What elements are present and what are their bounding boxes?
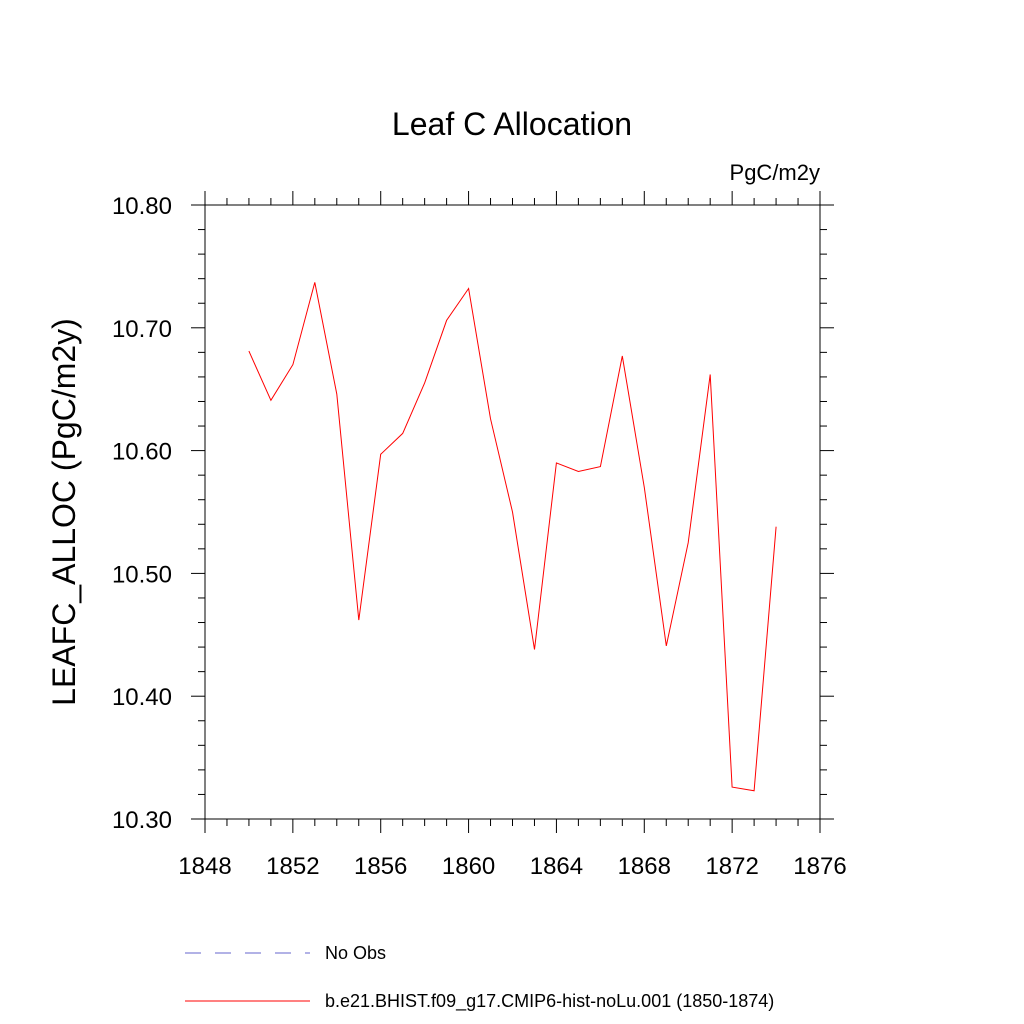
y-tick-label: 10.50 xyxy=(112,561,172,588)
legend: No Obs b.e21.BHIST.f09_g17.CMIP6-hist-noL… xyxy=(185,943,774,1012)
y-tick-label: 10.30 xyxy=(112,807,172,834)
y-tick-label: 10.60 xyxy=(112,439,172,466)
x-tick-label: 1864 xyxy=(530,853,583,880)
y-axis-label: LEAFC_ALLOC (PgC/m2y) xyxy=(46,318,82,706)
legend-label: b.e21.BHIST.f09_g17.CMIP6-hist-noLu.001 … xyxy=(325,991,774,1012)
x-tick-label: 1868 xyxy=(618,853,671,880)
x-tick-label: 1852 xyxy=(266,853,319,880)
y-tick-label: 10.80 xyxy=(112,193,172,220)
x-tick-labels: 1848 1852 1856 1860 1864 1868 1872 1876 xyxy=(178,853,846,880)
x-tick-label: 1860 xyxy=(442,853,495,880)
series-group xyxy=(248,282,777,792)
x-tick-label: 1856 xyxy=(354,853,407,880)
chart-title: Leaf C Allocation xyxy=(392,106,632,142)
legend-label: No Obs xyxy=(325,943,386,963)
y-tick-label: 10.70 xyxy=(112,316,172,343)
x-tick-label: 1876 xyxy=(793,853,846,880)
units-label: PgC/m2y xyxy=(730,160,820,185)
x-tick-label: 1872 xyxy=(705,853,758,880)
y-tick-label: 10.40 xyxy=(112,684,172,711)
y-tick-labels: 10.30 10.40 10.50 10.60 10.70 10.80 xyxy=(112,193,172,834)
series-line xyxy=(248,282,777,792)
axis-ticks xyxy=(191,191,834,833)
x-tick-label: 1848 xyxy=(178,853,231,880)
